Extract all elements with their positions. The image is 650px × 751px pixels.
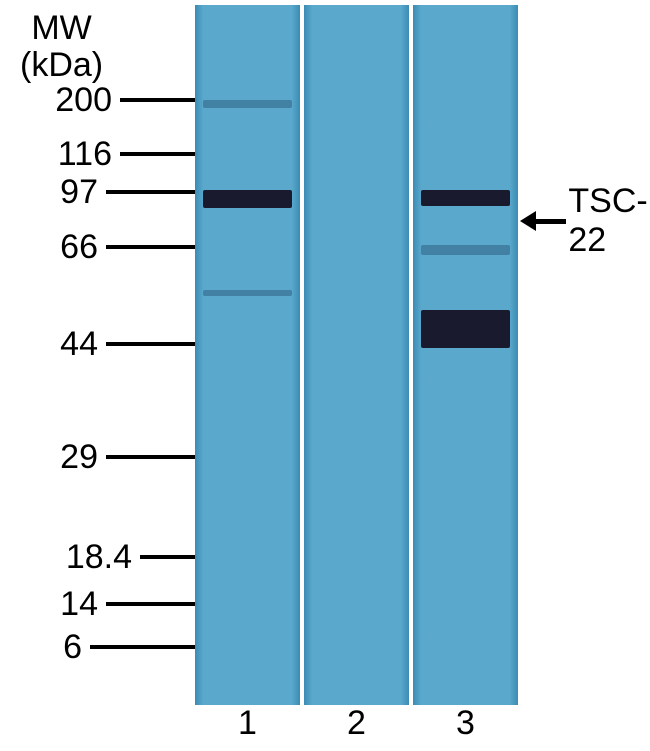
lane-number: 1 <box>195 704 300 743</box>
protein-band <box>203 290 292 296</box>
lane-1: 1 <box>195 5 300 705</box>
tick-line <box>106 455 195 459</box>
tick-line <box>120 152 195 156</box>
tick-line <box>140 555 195 559</box>
lane-number: 3 <box>413 704 518 743</box>
mw-label-44: 44 <box>60 325 98 364</box>
protein-band <box>203 190 292 208</box>
protein-band <box>421 245 510 255</box>
tick-line <box>106 245 195 249</box>
arrow-head <box>520 211 536 231</box>
mw-label-14: 14 <box>60 585 98 624</box>
tick-line <box>120 98 195 102</box>
mw-label-18.4: 18.4 <box>66 538 132 577</box>
lane-number: 2 <box>304 704 409 743</box>
tick-line <box>90 645 195 649</box>
protein-band <box>421 310 510 348</box>
tick-line <box>106 342 195 346</box>
tick-line <box>106 602 195 606</box>
kda-label: (kDa) <box>20 47 103 84</box>
lane-3: 3 <box>413 5 518 705</box>
mw-label-29: 29 <box>60 438 98 477</box>
mw-axis-header: MW (kDa) <box>20 10 103 85</box>
lane-2: 2 <box>304 5 409 705</box>
mw-label-6: 6 <box>63 628 82 667</box>
mw-label-200: 200 <box>55 81 112 120</box>
annotation-label: TSC-22 <box>568 182 650 260</box>
mw-label-116: 116 <box>58 135 112 174</box>
arrow-line <box>536 219 566 224</box>
mw-label-66: 66 <box>60 228 98 267</box>
tick-line <box>106 190 195 194</box>
tsc22-annotation: TSC-22 <box>520 182 650 260</box>
mw-label-97: 97 <box>60 173 98 212</box>
protein-band <box>203 100 292 108</box>
protein-band <box>421 190 510 206</box>
mw-label: MW <box>20 10 103 47</box>
western-blot-figure: MW (kDa) 200 11697 66 44 29 18.4 14 6 123 TSC-2… <box>0 0 650 751</box>
lanes-container: 123 <box>195 5 518 705</box>
